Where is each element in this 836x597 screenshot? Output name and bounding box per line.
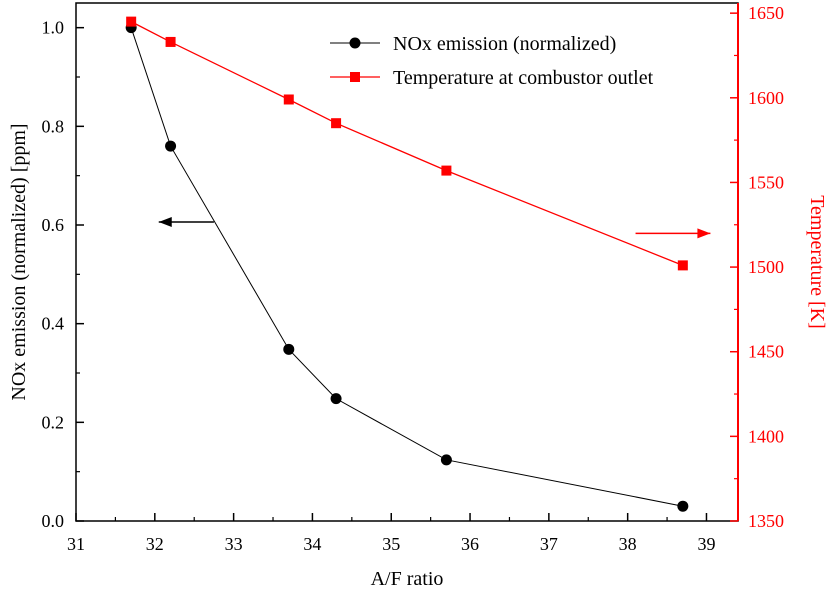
nox-data-point (677, 500, 689, 512)
legend-marker-temp (350, 72, 360, 82)
nox-data-point (330, 393, 342, 405)
nox-data-point (440, 454, 452, 466)
right-y-tick-label: 1450 (748, 342, 784, 362)
nox-data-point (283, 343, 295, 355)
x-tick-label: 35 (382, 534, 400, 554)
temperature-data-point (331, 118, 342, 129)
left-y-tick-label: 0.2 (42, 412, 65, 432)
right-y-tick-label: 1550 (748, 172, 784, 192)
annotation-layer (158, 217, 711, 239)
x-tick-label: 39 (697, 534, 715, 554)
right-y-tick-label: 1600 (748, 88, 784, 108)
right-axis-arrow-head (697, 228, 711, 239)
left-y-tick-label: 0.6 (42, 215, 65, 235)
left-axis-arrow-head (158, 217, 172, 228)
x-tick-label: 37 (540, 534, 558, 554)
x-axis-title: A/F ratio (371, 568, 444, 590)
right-y-axis-ticks: 1350 1400 1450 1500 1550 1600 1650 (730, 3, 784, 531)
right-y-axis-title: Temperature [K] (806, 195, 828, 329)
left-y-tick-label: 0.0 (42, 511, 65, 531)
x-tick-label: 36 (461, 534, 479, 554)
x-tick-label: 38 (619, 534, 637, 554)
nox-series-line (130, 27, 683, 507)
right-y-tick-label: 1650 (748, 3, 784, 23)
temperature-data-point (283, 94, 294, 105)
right-y-tick-label: 1400 (748, 426, 784, 446)
x-tick-label: 34 (303, 534, 321, 554)
left-y-axis-ticks: 0.0 0.2 0.4 0.6 0.8 1.0 (42, 18, 84, 531)
legend-label-temp: Temperature at combustor outlet (393, 67, 654, 89)
temperature-data-point (441, 165, 452, 176)
right-y-tick-label: 1500 (748, 257, 784, 277)
temperature-data-point (165, 36, 176, 47)
temperature-data-point (677, 260, 688, 271)
x-tick-label: 32 (146, 534, 164, 554)
x-axis-ticks: 31 32 33 34 35 36 37 38 39 (67, 513, 715, 554)
series-layer (125, 16, 689, 512)
temperature-data-point (126, 16, 137, 27)
legend-label-nox: NOx emission (normalized) (393, 33, 616, 55)
x-tick-label: 31 (67, 534, 85, 554)
left-y-tick-label: 0.4 (42, 314, 65, 334)
temperature-series-line (130, 21, 684, 266)
x-tick-label: 33 (225, 534, 243, 554)
left-y-tick-label: 0.8 (42, 116, 65, 136)
left-y-tick-label: 1.0 (42, 18, 65, 38)
legend: NOx emission (normalized) Temperature at… (330, 33, 654, 89)
left-y-axis-title: NOx emission (normalized) [ppm] (8, 123, 30, 400)
nox-data-point (165, 140, 177, 152)
right-y-tick-label: 1350 (748, 511, 784, 531)
legend-marker-nox (349, 37, 361, 49)
